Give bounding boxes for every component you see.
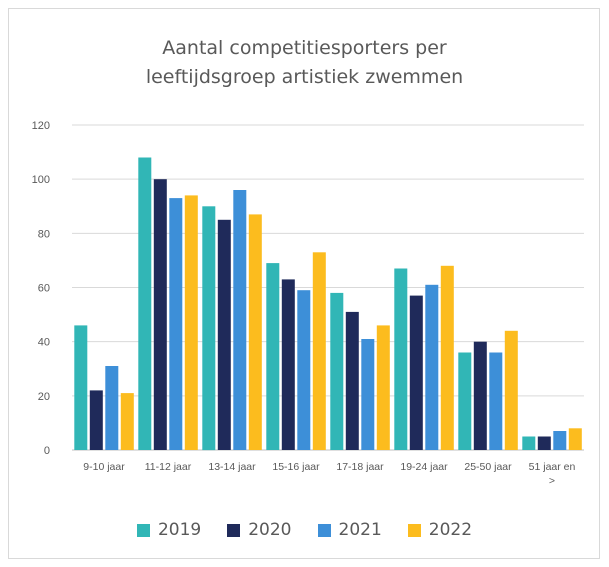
bar-2022-7 <box>568 428 582 450</box>
y-tick-label: 100 <box>32 174 50 186</box>
bar-2022-3 <box>312 252 326 450</box>
x-tick-label: 15-16 jaar <box>272 461 320 473</box>
legend: 2019 2020 2021 2022 <box>0 520 609 540</box>
x-tick-label: 25-50 jaar <box>464 461 512 473</box>
x-tick-label: 11-12 jaar <box>145 461 192 473</box>
bar-2019-2 <box>202 206 216 451</box>
bar-2020-4 <box>345 311 359 450</box>
legend-item-2020: 2020 <box>227 520 292 540</box>
legend-item-2021: 2021 <box>317 520 382 540</box>
legend-swatch-2019 <box>136 523 150 537</box>
bar-2019-0 <box>74 325 88 450</box>
chart-title-line-1: Aantal competitiesporters per <box>162 37 447 59</box>
bar-2022-1 <box>184 195 198 450</box>
y-tick-label: 40 <box>38 337 50 349</box>
bar-2022-4 <box>376 325 390 450</box>
x-axis-ticks: 9-10 jaar 11-12 jaar 13-14 jaar 15-16 jaar 1… <box>83 461 575 487</box>
bar-2021-6 <box>489 352 503 450</box>
x-tick-label: 13-14 jaar <box>208 461 256 473</box>
bar-2022-5 <box>440 265 454 450</box>
legend-swatch-2020 <box>227 523 241 537</box>
bar-2020-2 <box>217 219 231 450</box>
bar-2019-4 <box>330 292 344 450</box>
legend-swatch-2021 <box>317 523 331 537</box>
x-tick-label: 9-10 jaar <box>83 461 125 473</box>
y-tick-label: 80 <box>38 228 50 240</box>
legend-item-2022: 2022 <box>407 520 473 540</box>
legend-label-2019: 2019 <box>157 520 202 540</box>
bar-2020-0 <box>89 390 103 450</box>
legend-label-2021: 2021 <box>338 520 382 540</box>
bar-2022-0 <box>120 393 134 450</box>
y-axis-ticks: 0 20 40 60 80 100 120 <box>32 120 50 457</box>
y-tick-label: 60 <box>38 283 50 295</box>
y-tick-label: 120 <box>32 120 50 132</box>
bar-2019-7 <box>522 436 536 450</box>
bar-2021-0 <box>105 366 119 450</box>
chart-title-line-2: leeftijdsgroep artistiek zwemmen <box>145 66 464 88</box>
bar-2019-3 <box>266 263 280 450</box>
x-tick-label: 17-18 jaar <box>336 461 384 473</box>
legend-swatch-2022 <box>407 523 421 537</box>
bar-2019-1 <box>138 157 152 450</box>
bar-2020-1 <box>153 179 167 450</box>
bar-2021-7 <box>553 431 567 450</box>
x-tick-label: > <box>549 475 555 487</box>
x-tick-label: 19-24 jaar <box>400 461 448 473</box>
legend-label-2020: 2020 <box>248 520 292 540</box>
bar-2021-4 <box>361 339 375 450</box>
bar-2020-3 <box>281 279 295 450</box>
bars <box>74 157 582 451</box>
y-tick-label: 0 <box>44 445 50 457</box>
x-tick-label: 51 jaar en <box>529 461 576 473</box>
bar-2021-2 <box>233 190 247 450</box>
y-tick-label: 20 <box>38 391 50 403</box>
bar-2021-5 <box>425 284 439 450</box>
bar-2022-2 <box>248 214 262 450</box>
chart-frame <box>8 8 600 559</box>
bar-2020-7 <box>537 436 551 450</box>
bar-2019-6 <box>458 352 472 450</box>
legend-item-2019: 2019 <box>136 520 202 540</box>
bar-2020-6 <box>473 341 487 450</box>
chart-title: Aantal competitiesporters per leeftijdsg… <box>0 34 609 92</box>
bar-2022-6 <box>504 330 518 450</box>
bar-2019-5 <box>394 268 408 450</box>
legend-label-2022: 2022 <box>428 520 473 540</box>
bar-2021-3 <box>297 290 311 450</box>
bar-2021-1 <box>169 198 183 450</box>
bar-2020-5 <box>409 295 423 450</box>
